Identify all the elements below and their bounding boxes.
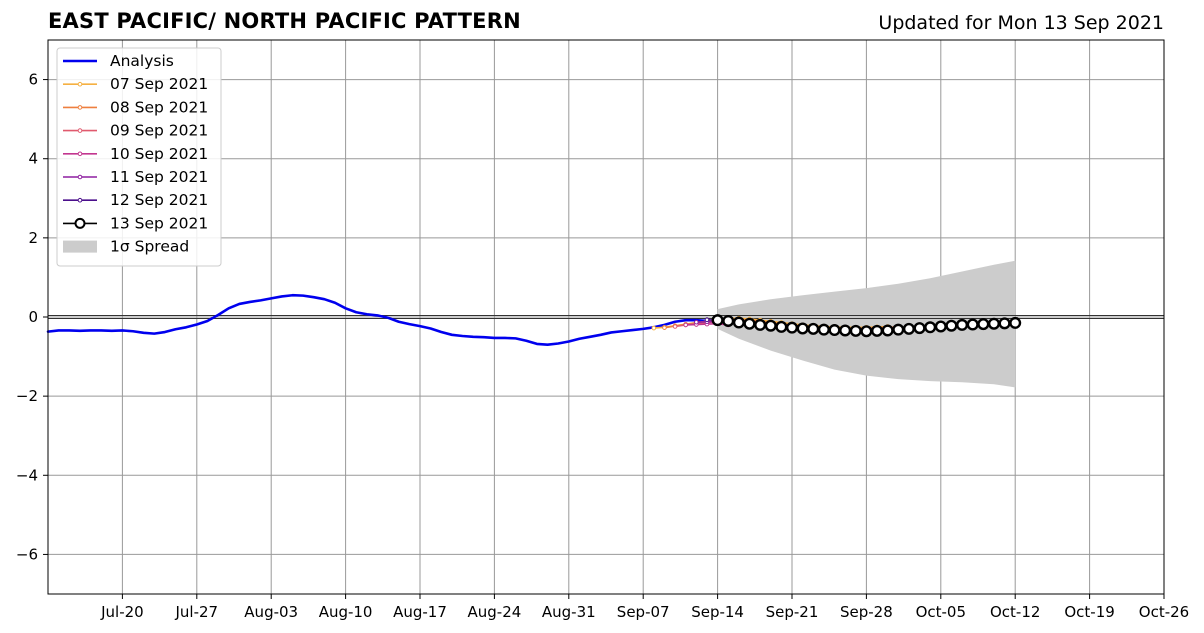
data-point — [711, 314, 724, 327]
data-point — [849, 324, 862, 337]
data-point — [902, 322, 915, 335]
data-point — [924, 321, 937, 334]
legend-marker-5 — [77, 174, 83, 180]
spread-area — [717, 260, 1016, 388]
data-point — [704, 317, 710, 323]
data-point — [764, 319, 777, 332]
legend-label-5: 11 Sep 2021 — [110, 168, 208, 186]
x-tick-label: Aug-31 — [542, 603, 596, 621]
x-tick-label: Sep-21 — [766, 603, 819, 621]
y-tick-label: −6 — [16, 545, 38, 563]
data-point — [807, 322, 820, 335]
data-point — [839, 324, 852, 337]
x-tick-label: Oct-05 — [916, 603, 966, 621]
legend-label-spread: 1σ Spread — [110, 238, 189, 256]
data-point — [860, 325, 873, 338]
data-point — [722, 314, 735, 327]
data-point — [987, 317, 1000, 330]
data-point — [683, 322, 689, 328]
updated-date: Updated for Mon 13 Sep 2021 — [878, 12, 1164, 34]
data-point — [754, 318, 767, 331]
x-tick-label: Aug-24 — [468, 603, 522, 621]
x-tick-label: Aug-17 — [393, 603, 447, 621]
x-tick-label: Oct-19 — [1064, 603, 1114, 621]
legend-label-7: 13 Sep 2021 — [110, 214, 208, 232]
data-point — [694, 319, 699, 325]
series-7 — [711, 314, 1022, 338]
data-point — [743, 317, 756, 330]
data-point — [672, 324, 678, 329]
data-point — [956, 318, 969, 331]
data-point — [892, 323, 905, 336]
y-tick-label: −4 — [16, 466, 38, 484]
y-tick-label: 6 — [28, 71, 38, 89]
x-tick-label: Sep-07 — [617, 603, 670, 621]
legend-marker-2 — [77, 105, 83, 110]
y-tick-label: 2 — [28, 229, 38, 247]
data-point — [913, 322, 926, 335]
legend-marker-6 — [77, 197, 83, 203]
data-point — [881, 324, 894, 337]
x-tick-label: Oct-26 — [1139, 603, 1189, 621]
data-point — [786, 321, 799, 334]
legend-label-1: 07 Sep 2021 — [110, 75, 208, 93]
y-tick-label: −2 — [16, 387, 38, 405]
data-point — [732, 316, 745, 329]
y-tick-label: 4 — [28, 150, 38, 168]
x-tick-label: Jul-27 — [174, 603, 218, 621]
data-point — [775, 320, 788, 333]
legend-marker-3 — [77, 128, 83, 133]
x-tick-label: Aug-10 — [319, 603, 373, 621]
x-tick-label: Oct-12 — [990, 603, 1040, 621]
data-point — [662, 325, 667, 330]
legend-marker-7 — [74, 217, 86, 229]
chart-title: EAST PACIFIC/ NORTH PACIFIC PATTERN — [48, 9, 521, 33]
x-tick-label: Jul-20 — [100, 603, 144, 621]
data-point — [934, 320, 947, 333]
data-point — [828, 324, 841, 337]
series-line — [46, 293, 709, 347]
grid-lines — [48, 40, 1165, 594]
x-axis-ticks: Jul-20 Jul-27 Aug-03 Aug-10 Aug-17 Aug-24 Aug-… — [100, 594, 1189, 621]
data-point — [998, 317, 1011, 330]
legend-label-6: 12 Sep 2021 — [110, 191, 208, 209]
data-point — [945, 319, 958, 332]
data-point — [966, 318, 979, 331]
zero-line — [48, 315, 1164, 319]
x-tick-label: Aug-03 — [244, 603, 298, 621]
legend-marker-4 — [77, 151, 83, 157]
legend-swatch-spread — [63, 240, 97, 253]
x-tick-label: Sep-28 — [840, 603, 893, 621]
spread-band — [717, 260, 1016, 388]
series-lines — [46, 293, 1022, 347]
data-point — [817, 323, 830, 336]
data-point — [977, 318, 990, 331]
legend-box — [56, 47, 222, 267]
legend: Analysis 07 Sep 2021 08 Sep 2021 09 Sep 202… — [56, 47, 222, 267]
x-tick-label: Sep-14 — [691, 603, 744, 621]
legend-label-3: 09 Sep 2021 — [110, 122, 208, 140]
legend-label-2: 08 Sep 2021 — [110, 98, 208, 116]
data-point — [796, 322, 809, 335]
data-point — [1009, 316, 1022, 329]
legend-label-0: Analysis — [110, 52, 174, 70]
legend-marker-1 — [77, 81, 83, 87]
legend-label-4: 10 Sep 2021 — [110, 145, 208, 163]
data-point — [651, 325, 657, 331]
series-0 — [46, 293, 709, 347]
y-axis-ticks: 6 4 2 0 −2 −4 −6 — [16, 71, 48, 563]
y-tick-label: 0 — [28, 308, 38, 326]
data-point — [871, 324, 884, 337]
